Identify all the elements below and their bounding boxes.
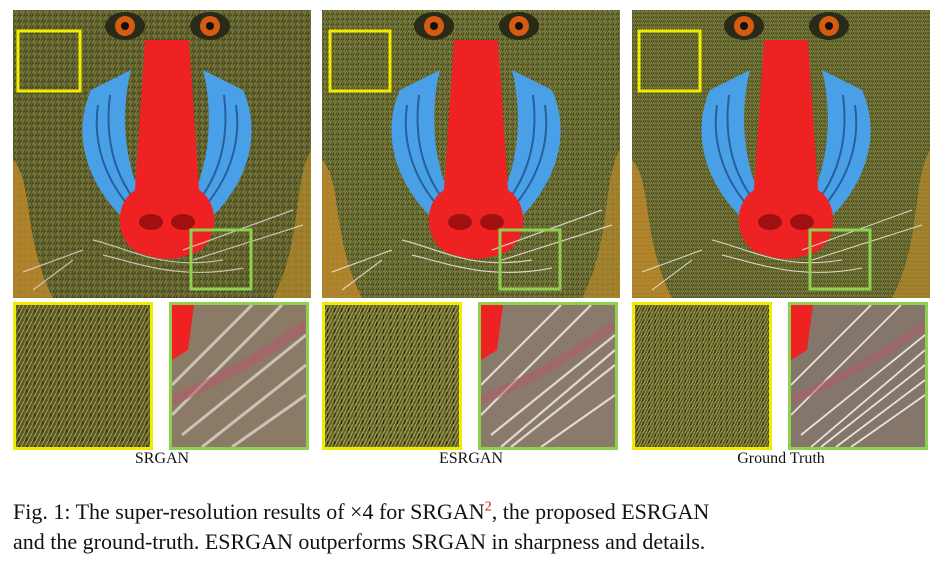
panel-label-srgan: SRGAN <box>134 450 190 467</box>
panel-ground-truth <box>632 10 930 450</box>
whisker-crop <box>478 302 618 450</box>
fur-crop <box>632 302 772 450</box>
panel-label-ground-truth: Ground Truth <box>737 450 825 467</box>
whisker-crop <box>169 302 309 450</box>
caption-prefix: Fig. 1: The super-resolution results of … <box>13 499 485 524</box>
panel-esrgan <box>322 10 620 450</box>
whisker-crop <box>788 302 928 450</box>
caption-line-1: Fig. 1: The super-resolution results of … <box>13 497 933 527</box>
footnote-marker[interactable]: 2 <box>484 499 492 515</box>
panel-srgan <box>13 10 311 450</box>
baboon-image <box>632 10 930 298</box>
caption-suffix: , the proposed ESRGAN <box>491 499 710 524</box>
caption-line-2: and the ground-truth. ESRGAN outperforms… <box>13 529 706 554</box>
baboon-image <box>13 10 311 298</box>
panel-label-esrgan: ESRGAN <box>438 450 503 467</box>
figure-caption: Fig. 1: The super-resolution results of … <box>13 497 933 557</box>
baboon-image <box>322 10 620 298</box>
fur-crop <box>322 302 462 450</box>
fur-crop <box>13 302 153 450</box>
